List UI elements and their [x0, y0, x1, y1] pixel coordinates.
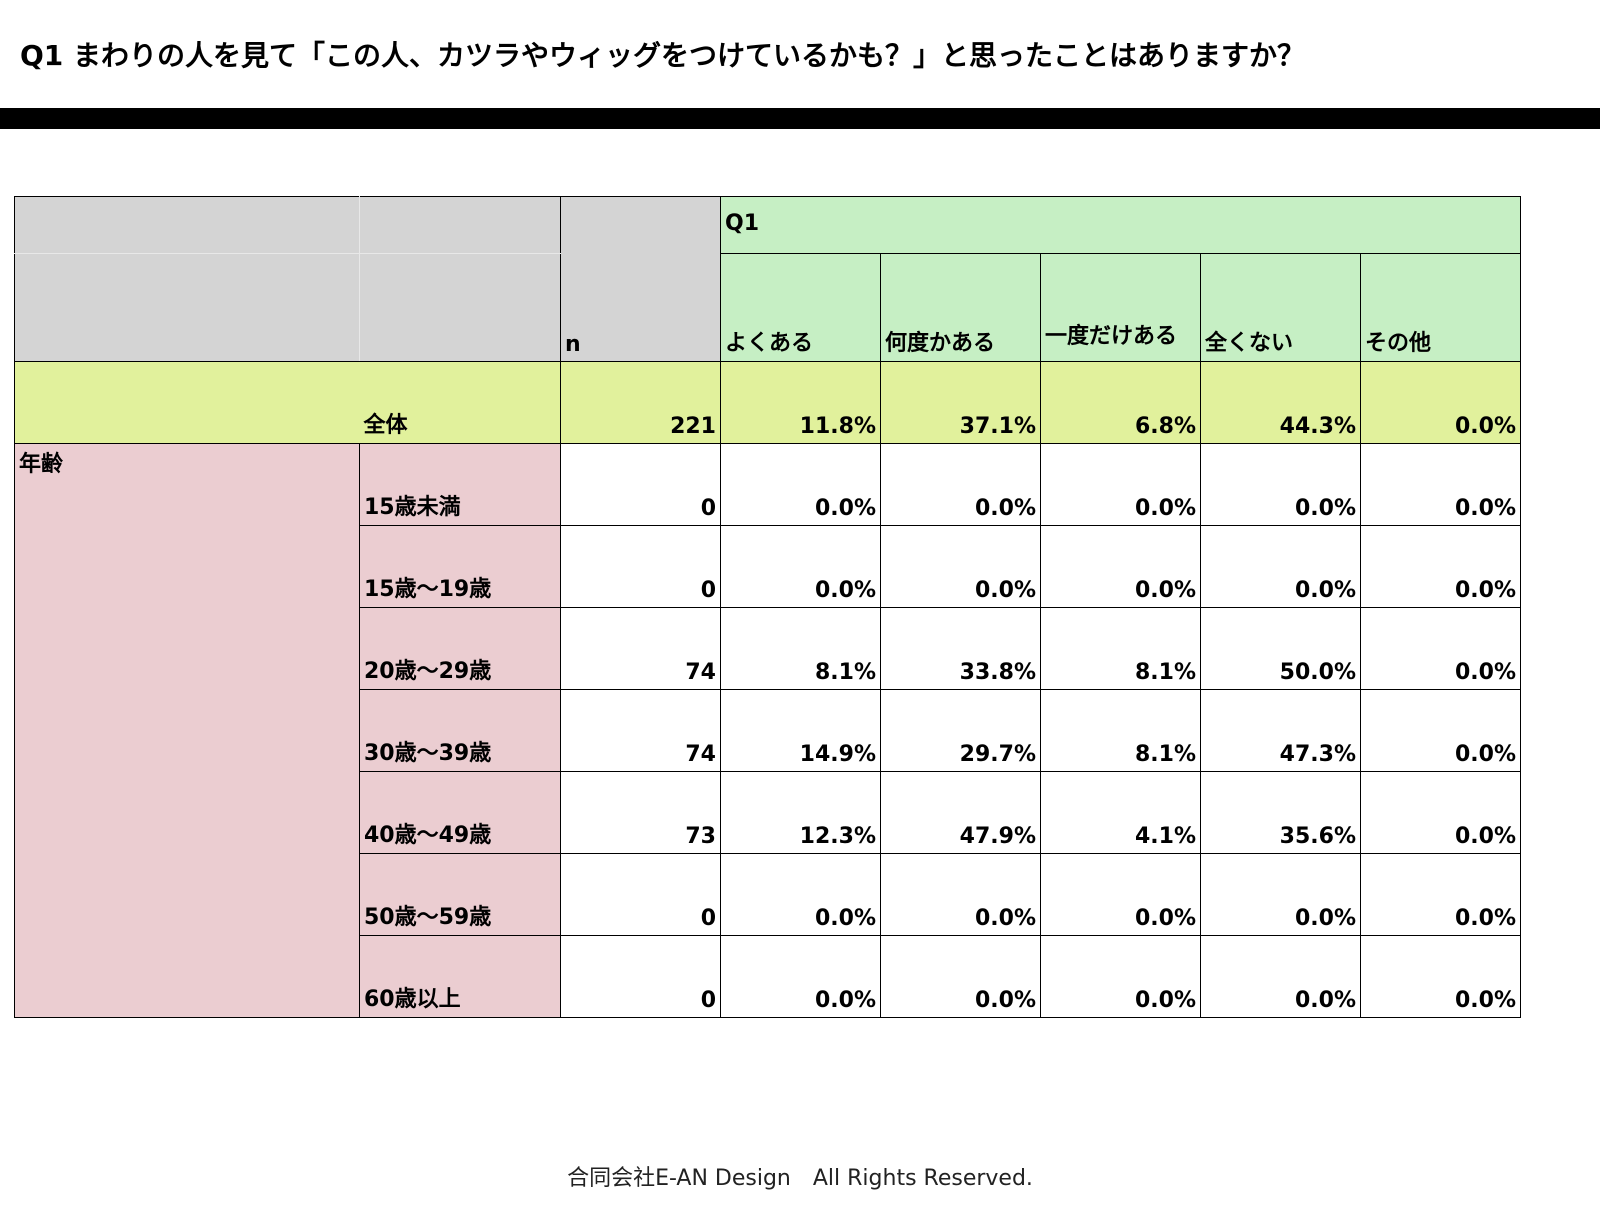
answer-header-2: 一度だけある: [1040, 253, 1201, 362]
table-row: 60歳以上 0 0.0% 0.0% 0.0% 0.0% 0.0%: [15, 935, 1521, 1018]
header-corner-cell: [359, 196, 561, 254]
row-label: 60歳以上: [359, 935, 561, 1018]
row-value: 0.0%: [1040, 935, 1201, 1018]
row-value: 33.8%: [880, 607, 1041, 690]
row-value: 47.3%: [1200, 689, 1361, 772]
row-value: 0.0%: [720, 525, 881, 608]
row-value: 0.0%: [880, 443, 1041, 526]
row-n: 74: [560, 607, 721, 690]
row-value: 8.1%: [1040, 689, 1201, 772]
row-value: 0.0%: [1360, 689, 1521, 772]
row-n: 0: [560, 853, 721, 936]
row-value: 0.0%: [720, 853, 881, 936]
row-value: 14.9%: [720, 689, 881, 772]
row-value: 0.0%: [1360, 771, 1521, 854]
row-value: 0.0%: [1360, 935, 1521, 1018]
group-label-age: 年齢: [14, 443, 360, 1018]
copyright-footer: 合同会社E-AN Design All Rights Reserved.: [567, 1166, 1033, 1191]
table-row: 15歳〜19歳 0 0.0% 0.0% 0.0% 0.0% 0.0%: [15, 525, 1521, 608]
total-label: 全体: [359, 361, 561, 444]
row-value: 50.0%: [1200, 607, 1361, 690]
n-header: n: [560, 253, 721, 362]
crosstab-table: Q1 n よくある 何度かある 一度だけある 全くない その他 全体 221 1…: [14, 196, 1521, 1018]
answer-header-0: よくある: [720, 253, 881, 362]
total-row: 全体 221 11.8% 37.1% 6.8% 44.3% 0.0%: [14, 361, 1521, 444]
table-row: 30歳〜39歳 74 14.9% 29.7% 8.1% 47.3% 0.0%: [15, 689, 1521, 772]
total-value: 0.0%: [1360, 361, 1521, 444]
row-value: 0.0%: [880, 853, 1041, 936]
header-n-cell-top: [560, 196, 721, 254]
header-corner-cell: [359, 253, 561, 362]
question-header: Q1: [720, 196, 1521, 254]
row-value: 0.0%: [1200, 935, 1361, 1018]
row-value: 0.0%: [1360, 443, 1521, 526]
row-value: 0.0%: [1040, 525, 1201, 608]
row-n: 0: [560, 443, 721, 526]
row-label: 20歳〜29歳: [359, 607, 561, 690]
row-value: 29.7%: [880, 689, 1041, 772]
total-value: 37.1%: [880, 361, 1041, 444]
row-value: 0.0%: [1200, 853, 1361, 936]
row-n: 0: [560, 525, 721, 608]
row-value: 0.0%: [720, 935, 881, 1018]
row-value: 0.0%: [1200, 525, 1361, 608]
row-value: 35.6%: [1200, 771, 1361, 854]
row-label: 30歳〜39歳: [359, 689, 561, 772]
row-n: 73: [560, 771, 721, 854]
header-corner-cell: [14, 196, 360, 254]
row-value: 12.3%: [720, 771, 881, 854]
answer-header-4: その他: [1360, 253, 1521, 362]
row-n: 0: [560, 935, 721, 1018]
table-row: 20歳〜29歳 74 8.1% 33.8% 8.1% 50.0% 0.0%: [15, 607, 1521, 690]
row-label: 40歳〜49歳: [359, 771, 561, 854]
row-label: 15歳〜19歳: [359, 525, 561, 608]
total-value: 11.8%: [720, 361, 881, 444]
title-divider-bar: [0, 108, 1600, 129]
row-value: 0.0%: [1200, 443, 1361, 526]
row-value: 0.0%: [1360, 853, 1521, 936]
row-value: 47.9%: [880, 771, 1041, 854]
row-n: 74: [560, 689, 721, 772]
row-label: 50歳〜59歳: [359, 853, 561, 936]
row-value: 0.0%: [1360, 525, 1521, 608]
total-value: 44.3%: [1200, 361, 1361, 444]
total-value: 6.8%: [1040, 361, 1201, 444]
answer-header-3: 全くない: [1200, 253, 1361, 362]
row-value: 4.1%: [1040, 771, 1201, 854]
total-spacer: [14, 361, 360, 444]
row-value: 0.0%: [1040, 853, 1201, 936]
table-row: 40歳〜49歳 73 12.3% 47.9% 4.1% 35.6% 0.0%: [15, 771, 1521, 854]
row-value: 0.0%: [1040, 443, 1201, 526]
row-value: 0.0%: [880, 935, 1041, 1018]
header-corner-cell: [14, 253, 360, 362]
row-value: 0.0%: [720, 443, 881, 526]
row-value: 0.0%: [880, 525, 1041, 608]
answer-header-1: 何度かある: [880, 253, 1041, 362]
total-n: 221: [560, 361, 721, 444]
table-row: 50歳〜59歳 0 0.0% 0.0% 0.0% 0.0% 0.0%: [15, 853, 1521, 936]
row-value: 8.1%: [1040, 607, 1201, 690]
row-value: 0.0%: [1360, 607, 1521, 690]
table-row: 年齢 15歳未満 0 0.0% 0.0% 0.0% 0.0% 0.0%: [14, 443, 1521, 1018]
row-value: 8.1%: [720, 607, 881, 690]
row-label: 15歳未満: [359, 443, 561, 526]
page-title: Q1 まわりの人を見て「この人、カツラやウィッグをつけているかも？」と思ったこと…: [20, 39, 1306, 72]
